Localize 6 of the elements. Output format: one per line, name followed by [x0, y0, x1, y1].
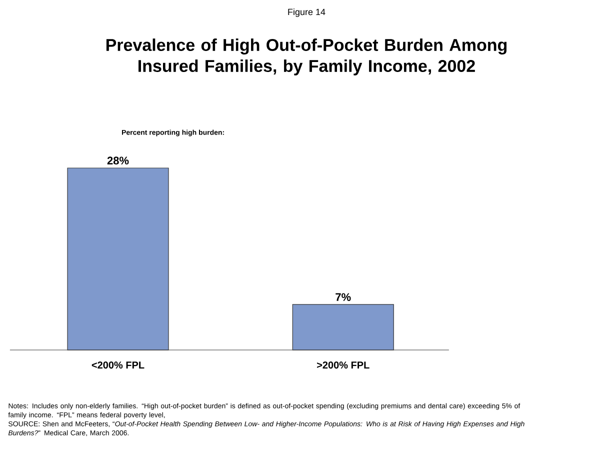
data-label: 7% [336, 293, 351, 301]
data-label: 28% [107, 156, 129, 164]
caption: Figure 14 [288, 8, 326, 17]
chart-title: Prevalence of High Out-of-Pocket Burden Among Insured Families, by Family Income, 2002 [106, 38, 507, 76]
x-tick-label: >200% FPL [317, 362, 370, 369]
x-tick-label: <200% FPL [92, 362, 144, 369]
